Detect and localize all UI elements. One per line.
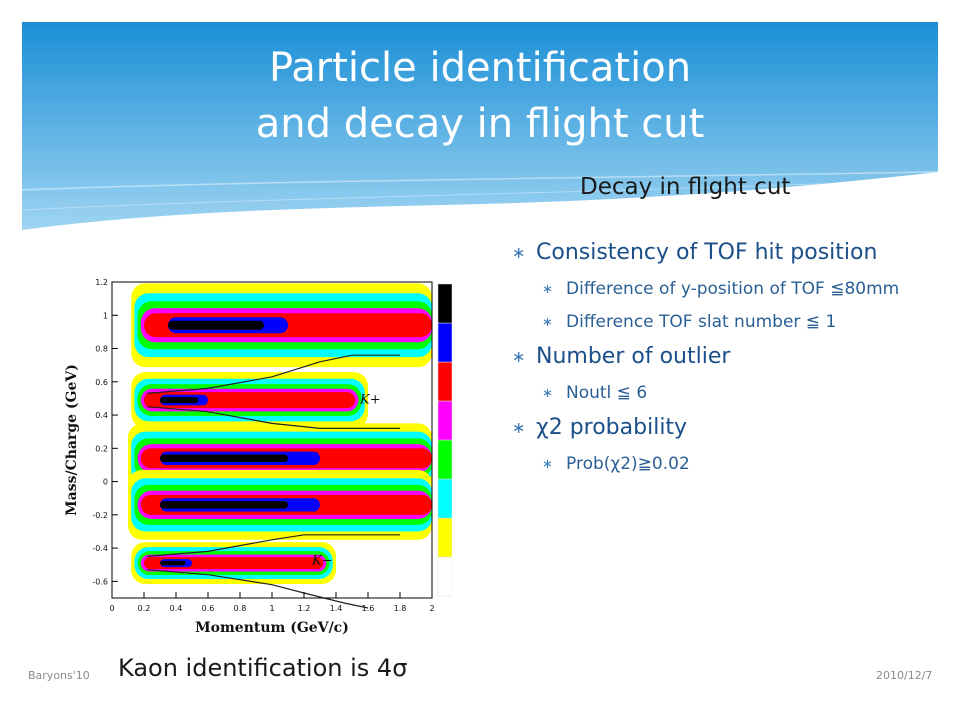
- x-tick-label: 0: [109, 604, 114, 613]
- cut-curve: [147, 406, 400, 429]
- sub-bullet-item: ∗ Prob(χ2)≧0.02: [512, 451, 952, 478]
- x-tick-label: 1.4: [330, 604, 343, 613]
- bullet-marker-icon: ∗: [512, 347, 526, 366]
- x-tick-label: 0.2: [138, 604, 151, 613]
- y-tick-label: 0.8: [95, 345, 108, 354]
- bullet-marker-icon: ∗: [512, 243, 526, 262]
- slide-title: Particle identification and decay in fli…: [22, 40, 938, 152]
- colorbar-segment: [437, 439, 452, 480]
- bullet-marker-icon: ∗: [542, 282, 553, 297]
- band-level: [160, 397, 199, 404]
- bullet-text: Prob(χ2)≧0.02: [566, 454, 690, 474]
- y-tick-label: 1: [103, 311, 108, 320]
- density-bands: [128, 283, 432, 585]
- bullet-list: ∗ Consistency of TOF hit position ∗ Differe…: [512, 238, 952, 484]
- x-tick-label: 2: [429, 604, 434, 613]
- annotation-label: K−: [311, 554, 333, 569]
- colorbar-segment: [437, 322, 452, 363]
- section-label: Decay in flight cut: [580, 174, 791, 200]
- x-tick-label: 0.8: [234, 604, 247, 613]
- x-tick-label: 1.2: [298, 604, 311, 613]
- sub-bullet-item: ∗ Noutl ≦ 6: [512, 380, 952, 407]
- x-tick-label: 1.6: [362, 604, 375, 613]
- bullet-text: Number of outlier: [536, 344, 731, 369]
- title-line-1: Particle identification: [268, 45, 692, 91]
- colorbar: 1010²10³: [437, 283, 452, 597]
- y-tick-label: 1.2: [95, 278, 108, 287]
- band: [131, 542, 336, 585]
- sub-bullet-item: ∗ Difference of y-position of TOF ≦80mm: [512, 276, 952, 303]
- band-level: [160, 501, 288, 509]
- bullet-item: ∗ χ2 probability: [512, 413, 952, 443]
- band: [131, 283, 432, 368]
- band-level: [168, 320, 264, 330]
- bullet-item: ∗ Consistency of TOF hit position: [512, 238, 952, 268]
- colorbar-segment: [437, 400, 452, 441]
- bullet-item: ∗ Number of outlier: [512, 342, 952, 372]
- band-level: [160, 454, 288, 463]
- bullet-text: Difference TOF slat number ≦ 1: [566, 312, 837, 332]
- colorbar-segment: [437, 556, 452, 597]
- title-line-2: and decay in flight cut: [255, 101, 705, 147]
- caption: Kaon identification is 4σ: [118, 654, 408, 682]
- band: [128, 423, 432, 494]
- cut-curve: [147, 534, 400, 557]
- colorbar-segment: [437, 283, 452, 324]
- band: [128, 469, 432, 540]
- axis-ticks: 0 0.2 0.4 0.6 0.8 1 1.2 1.4 1.6 1.8 2 1.2 1 0.8 0.6 0.4…: [92, 278, 434, 613]
- colorbar-segment: [437, 478, 452, 519]
- cut-curve: [147, 569, 369, 609]
- y-tick-label: 0.4: [95, 411, 108, 420]
- bullet-text: Consistency of TOF hit position: [536, 240, 878, 265]
- x-tick-label: 1: [269, 604, 274, 613]
- sub-bullet-item: ∗ Difference TOF slat number ≦ 1: [512, 309, 952, 336]
- y-tick-label: -0.4: [92, 544, 108, 553]
- x-axis-label: Momentum (GeV/c): [195, 620, 349, 636]
- bullet-marker-icon: ∗: [542, 315, 553, 330]
- colorbar-segment: [437, 517, 452, 558]
- title-banner: [22, 22, 938, 230]
- bullet-text: Difference of y-position of TOF ≦80mm: [566, 279, 900, 299]
- pid-heatmap-chart: K+ K− 0 0.2 0.4 0.6 0.8 1 1.2 1.4 1.6 1.8 2 1.2 1 0.8 0.…: [64, 278, 452, 636]
- colorbar-segment: [437, 361, 452, 402]
- bullet-marker-icon: ∗: [542, 386, 553, 401]
- y-tick-label: 0: [103, 478, 108, 487]
- footer-conference: Baryons'10: [28, 669, 90, 682]
- bullet-marker-icon: ∗: [512, 418, 526, 437]
- y-tick-label: -0.2: [92, 511, 108, 520]
- y-tick-label: 0.2: [95, 444, 108, 453]
- bullet-marker-icon: ∗: [542, 457, 553, 472]
- bullet-text: Noutl ≦ 6: [566, 383, 648, 403]
- y-tick-label: 0.6: [95, 378, 108, 387]
- cut-curve: [147, 354, 400, 394]
- x-tick-label: 0.6: [202, 604, 215, 613]
- footer-date: 2010/12/7: [876, 669, 933, 682]
- bullet-text: χ2 probability: [536, 415, 688, 440]
- band-level: [160, 560, 186, 566]
- annotation-label: K+: [359, 392, 381, 407]
- y-tick-label: -0.6: [92, 577, 108, 586]
- y-axis-label: Mass/Charge (GeV): [64, 364, 80, 516]
- x-tick-label: 0.4: [170, 604, 183, 613]
- x-tick-label: 1.8: [394, 604, 407, 613]
